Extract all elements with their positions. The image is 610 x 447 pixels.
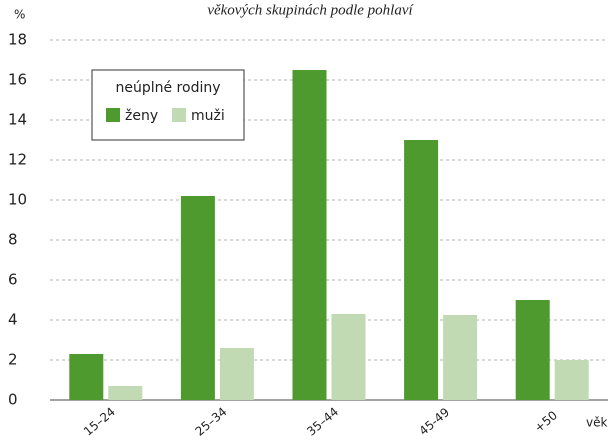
bar <box>515 300 550 400</box>
x-axis-label: věk <box>586 416 607 430</box>
bar <box>554 360 589 400</box>
y-tick-label: 4 <box>8 311 18 329</box>
legend-swatch <box>172 108 186 122</box>
x-tick-label: +50 <box>532 408 560 435</box>
bar <box>443 315 478 400</box>
bar <box>69 354 104 400</box>
bar <box>219 348 254 400</box>
legend-title: neúplné rodiny <box>115 80 220 96</box>
y-tick-label: 12 <box>8 151 27 169</box>
bar <box>108 386 143 400</box>
x-tick-label: 25–34 <box>193 405 230 439</box>
y-axis-label: % <box>14 8 25 22</box>
y-tick-label: 16 <box>8 71 27 89</box>
bar <box>331 314 366 400</box>
y-tick-label: 8 <box>8 231 18 249</box>
y-tick-label: 2 <box>8 351 18 369</box>
chart-title: věkových skupinách podle pohlaví <box>207 2 414 18</box>
y-tick-label: 18 <box>8 31 27 49</box>
y-tick-label: 10 <box>8 191 27 209</box>
y-tick-label: 6 <box>8 271 18 289</box>
legend-label: ženy <box>125 108 158 124</box>
legend-swatch <box>106 108 120 122</box>
y-tick-label: 14 <box>8 111 27 129</box>
legend-box <box>91 69 245 141</box>
bar <box>180 196 215 400</box>
x-tick-label: 45-49 <box>416 405 452 438</box>
y-tick-label: 0 <box>8 391 18 409</box>
legend-label: muži <box>191 108 225 124</box>
bar <box>404 140 439 400</box>
x-tick-label: 15–24 <box>81 405 118 439</box>
bar <box>292 70 327 400</box>
x-tick-label: 35–44 <box>304 405 341 439</box>
